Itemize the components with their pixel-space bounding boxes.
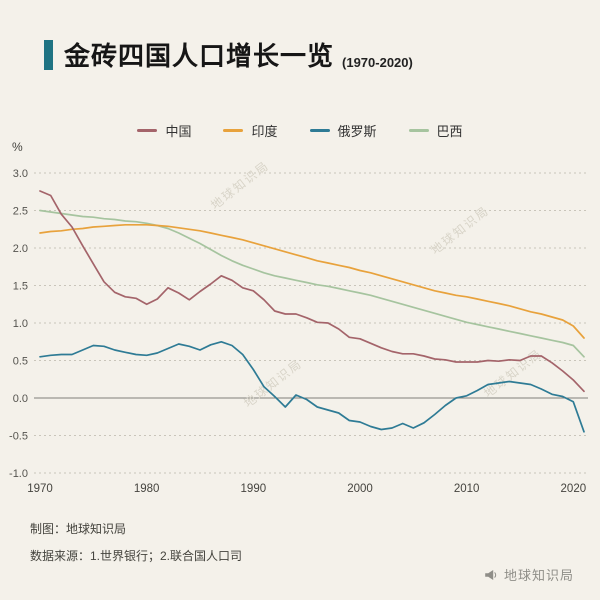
legend-item-china: 中国 <box>137 121 191 140</box>
series-line-china <box>39 190 585 393</box>
x-tick-label: 2010 <box>454 483 480 495</box>
plot-watermark-text: 地球知识局 <box>208 158 272 212</box>
page-subtitle: (1970-2020) <box>342 55 413 70</box>
y-tick-label: 2.0 <box>13 243 28 255</box>
source-line: 数据来源：1.世界银行；2.联合国人口司 <box>30 549 243 563</box>
x-tick-label: 2020 <box>561 483 587 495</box>
y-tick-label: 0.0 <box>13 393 28 405</box>
legend-label-brazil: 巴西 <box>436 124 463 139</box>
plot-watermark-text: 地球知识局 <box>241 356 305 410</box>
legend-label-india: 印度 <box>251 124 278 139</box>
chart-header: 金砖四国人口增长一览 (1970-2020) <box>44 36 413 73</box>
y-tick-label: 0.5 <box>13 356 28 368</box>
legend-label-russia: 俄罗斯 <box>337 124 377 139</box>
series-line-russia <box>39 340 585 433</box>
x-tick-label: 2000 <box>347 483 373 495</box>
brand-watermark: 地球知识局 <box>484 565 574 584</box>
brand-watermark-text: 地球知识局 <box>503 568 574 583</box>
legend-swatch-russia <box>309 129 330 132</box>
legend-item-india: 印度 <box>223 121 278 140</box>
legend-swatch-brazil <box>408 129 429 132</box>
y-tick-label: 2.5 <box>13 206 28 218</box>
y-tick-label: -1.0 <box>9 468 28 480</box>
legend-swatch-china <box>137 129 158 132</box>
x-tick-label: 1970 <box>27 483 53 495</box>
legend-swatch-india <box>223 129 244 132</box>
x-tick-label: 1980 <box>134 483 160 495</box>
page-title: 金砖四国人口增长一览 <box>64 41 335 71</box>
credit-line: 制图：地球知识局 <box>30 522 127 536</box>
chart-legend: 中国 印度 俄罗斯 巴西 <box>0 121 600 140</box>
megaphone-icon <box>485 569 497 580</box>
legend-label-china: 中国 <box>165 124 192 139</box>
plot-watermark-text: 地球知识局 <box>481 346 545 400</box>
x-tick-label: 1990 <box>241 483 267 495</box>
plot-watermark-text: 地球知识局 <box>428 203 492 257</box>
series-line-brazil <box>39 209 585 358</box>
footer-credits: 制图：地球知识局 数据来源：1.世界银行；2.联合国人口司 <box>30 520 242 574</box>
y-tick-label: 3.0 <box>13 168 28 180</box>
y-axis-unit-label: % <box>12 140 23 154</box>
y-tick-label: 1.5 <box>13 281 28 293</box>
y-tick-label: 1.0 <box>13 318 28 330</box>
line-chart-svg: 3.02.52.01.51.00.50.0-0.5-1.0地球知识局地球知识局地… <box>9 158 588 495</box>
series-line-india <box>39 223 585 339</box>
legend-item-russia: 俄罗斯 <box>309 121 377 140</box>
legend-item-brazil: 巴西 <box>408 121 463 140</box>
y-tick-label: -0.5 <box>9 431 28 443</box>
title-accent-bar <box>44 39 53 70</box>
